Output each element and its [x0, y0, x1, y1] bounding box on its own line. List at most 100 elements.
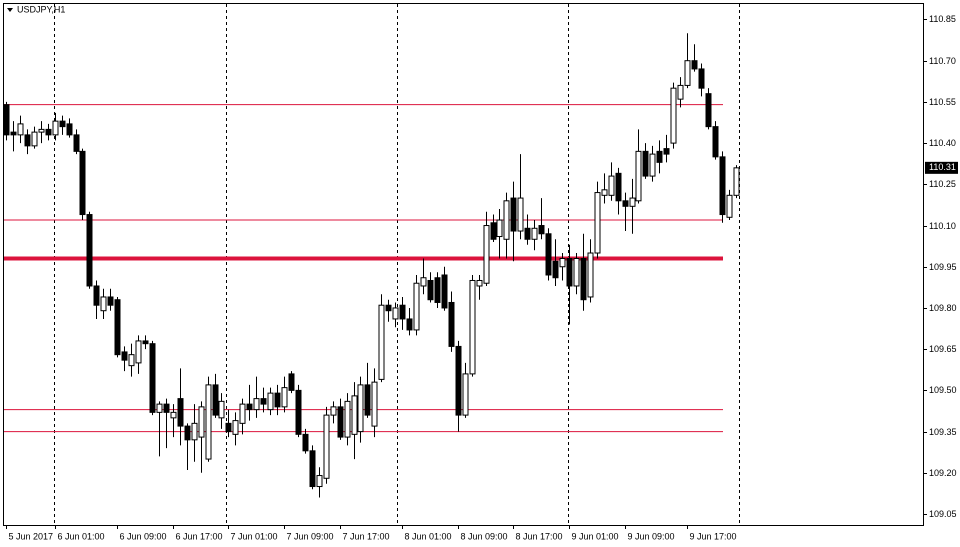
- candle-body: [205, 384, 212, 460]
- candle-body: [267, 392, 274, 411]
- candle-body: [93, 285, 100, 306]
- candle-body: [573, 258, 580, 287]
- y-tick-label: 110.25: [929, 179, 956, 189]
- candle-body: [684, 60, 691, 86]
- y-tick-label: 109.80: [929, 303, 957, 313]
- x-tick-label: 7 Jun 09:00: [287, 531, 334, 541]
- candle-body: [649, 153, 656, 177]
- candle-body: [698, 68, 705, 89]
- candle-body: [24, 134, 31, 147]
- candle-body: [448, 301, 455, 347]
- candle-body: [184, 425, 191, 441]
- candle-body: [566, 258, 573, 287]
- candle-body: [462, 373, 469, 416]
- candle-body: [622, 200, 629, 207]
- candle-body: [364, 384, 371, 416]
- candle-body: [239, 403, 246, 424]
- candle-body: [587, 252, 594, 298]
- y-tick-label: 109.35: [929, 427, 957, 437]
- candle-body: [121, 351, 128, 361]
- candle-body: [719, 156, 726, 216]
- candle-body: [232, 420, 239, 435]
- x-tick-label: 9 Jun 09:00: [628, 531, 675, 541]
- candle-body: [66, 123, 73, 136]
- candle-body: [552, 260, 559, 279]
- y-tick-label: 110.55: [929, 97, 956, 107]
- candle-body: [385, 304, 392, 312]
- candle-body: [524, 227, 531, 240]
- candle-body: [31, 131, 38, 147]
- candle-body: [52, 120, 59, 136]
- y-tick-label: 110.10: [929, 221, 956, 231]
- chart-title: USDJPY,H1: [17, 4, 65, 14]
- candle-body: [170, 411, 177, 419]
- candle-body: [455, 345, 462, 416]
- candle-body: [726, 194, 733, 218]
- price-label: 110.31: [929, 162, 956, 172]
- candle-body: [295, 389, 302, 435]
- y-tick-label: 109.95: [929, 262, 957, 272]
- candle-body: [663, 148, 670, 155]
- candle-body: [413, 282, 420, 331]
- price-box: [925, 161, 958, 174]
- x-tick-label: 5 Jun 2017: [9, 531, 54, 541]
- x-tick-label: 8 Jun 17:00: [516, 531, 563, 541]
- candle-body: [17, 123, 24, 136]
- x-tick-label: 6 Jun 09:00: [120, 531, 167, 541]
- candle-body: [163, 403, 170, 413]
- candle-body: [357, 384, 364, 433]
- candle-body: [156, 403, 163, 413]
- candle-body: [149, 343, 156, 413]
- candle-body: [107, 296, 114, 306]
- y-tick-label: 110.40: [929, 138, 956, 148]
- candle-body: [545, 233, 552, 276]
- candle-body: [73, 134, 80, 152]
- candle-body: [371, 381, 378, 427]
- candle-body: [246, 403, 253, 411]
- candle-body: [635, 150, 642, 202]
- candle-body: [218, 400, 225, 419]
- candle-body: [86, 214, 93, 287]
- candle-body: [191, 422, 198, 441]
- candle-body: [351, 395, 358, 435]
- x-tick-label: 6 Jun 01:00: [58, 531, 105, 541]
- candle-body: [677, 84, 684, 100]
- x-tick-label: 6 Jun 17:00: [176, 531, 223, 541]
- candle-body: [420, 277, 427, 287]
- y-tick-label: 109.50: [929, 385, 957, 395]
- candle-body: [441, 274, 448, 309]
- menu-triangle: [7, 8, 13, 12]
- candle-body: [712, 126, 719, 158]
- candle-body: [59, 120, 66, 128]
- candle-body: [496, 219, 503, 238]
- candle-body: [288, 373, 295, 391]
- candle-body: [100, 296, 107, 312]
- candle-body: [378, 304, 385, 380]
- candle-body: [608, 175, 615, 196]
- y-tick-label: 109.20: [929, 468, 957, 478]
- y-tick-label: 109.05: [929, 509, 957, 519]
- candle-body: [114, 299, 121, 356]
- candle-body: [392, 307, 399, 320]
- candle-body: [79, 150, 86, 216]
- candle-body: [225, 422, 232, 433]
- candle-body: [330, 406, 337, 416]
- candle-body: [490, 222, 497, 240]
- candle-body: [10, 131, 17, 136]
- candle-body: [531, 227, 538, 240]
- candle-body: [198, 406, 205, 438]
- candle-body: [629, 197, 636, 207]
- candle-body: [135, 340, 142, 364]
- x-tick-label: 9 Jun 01:00: [572, 531, 619, 541]
- candle-body: [3, 104, 10, 136]
- candle-body: [323, 414, 330, 479]
- candle-body: [510, 197, 517, 232]
- candle-body: [316, 475, 323, 488]
- y-tick-label: 110.85: [929, 14, 956, 24]
- candle-body: [38, 128, 45, 133]
- candle-body: [656, 150, 663, 163]
- candle-body: [670, 87, 677, 144]
- candle-body: [642, 150, 649, 177]
- candle-body: [128, 354, 135, 367]
